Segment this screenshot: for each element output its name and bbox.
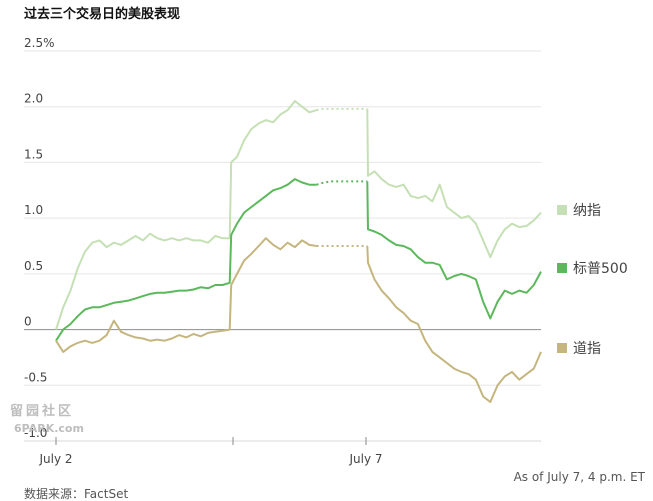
series-line-gap xyxy=(316,107,368,112)
series-line xyxy=(366,245,542,403)
series-line xyxy=(366,181,542,320)
legend-swatch xyxy=(557,343,567,353)
y-tick-label: 1.0 xyxy=(24,203,43,217)
series-line-gap xyxy=(316,180,368,186)
legend-swatch xyxy=(557,205,567,215)
chart-source: 数据来源：FactSet xyxy=(24,486,128,501)
y-tick-label: 0.5 xyxy=(24,259,43,273)
legend-label: 标普500 xyxy=(573,261,628,277)
x-tick-label: July 2 xyxy=(38,452,72,466)
y-tick-label: -1.0 xyxy=(24,426,47,440)
legend-label: 纳指 xyxy=(573,203,601,219)
y-tick-label: 2.5% xyxy=(24,36,55,50)
series-line xyxy=(55,178,317,342)
y-axis-tick-labels: 2.5% 2.0 1.5 1.0 0.5 0 -0.5 -1.0 xyxy=(24,36,55,440)
legend-label: 道指 xyxy=(573,341,601,357)
series-line xyxy=(55,100,317,330)
watermark-en: 6PARK.com xyxy=(14,422,84,435)
y-tick-label: -0.5 xyxy=(24,370,47,384)
x-axis: July 2 July 7 xyxy=(24,437,541,466)
series-line xyxy=(366,108,542,259)
y-tick-label: 1.5 xyxy=(24,147,43,161)
x-tick-label: July 7 xyxy=(348,452,382,466)
y-tick-label: 0 xyxy=(24,315,32,329)
series-line xyxy=(55,237,317,353)
series-lines xyxy=(55,100,542,403)
watermark: 留园社区 6PARK.com xyxy=(10,403,84,435)
chart-footnote: As of July 7, 4 p.m. ET xyxy=(514,470,646,484)
chart-title: 过去三个交易日的美股表现 xyxy=(24,6,180,22)
watermark-cn: 留园社区 xyxy=(10,403,74,419)
legend-swatch xyxy=(557,263,567,273)
y-tick-label: 2.0 xyxy=(24,92,43,106)
